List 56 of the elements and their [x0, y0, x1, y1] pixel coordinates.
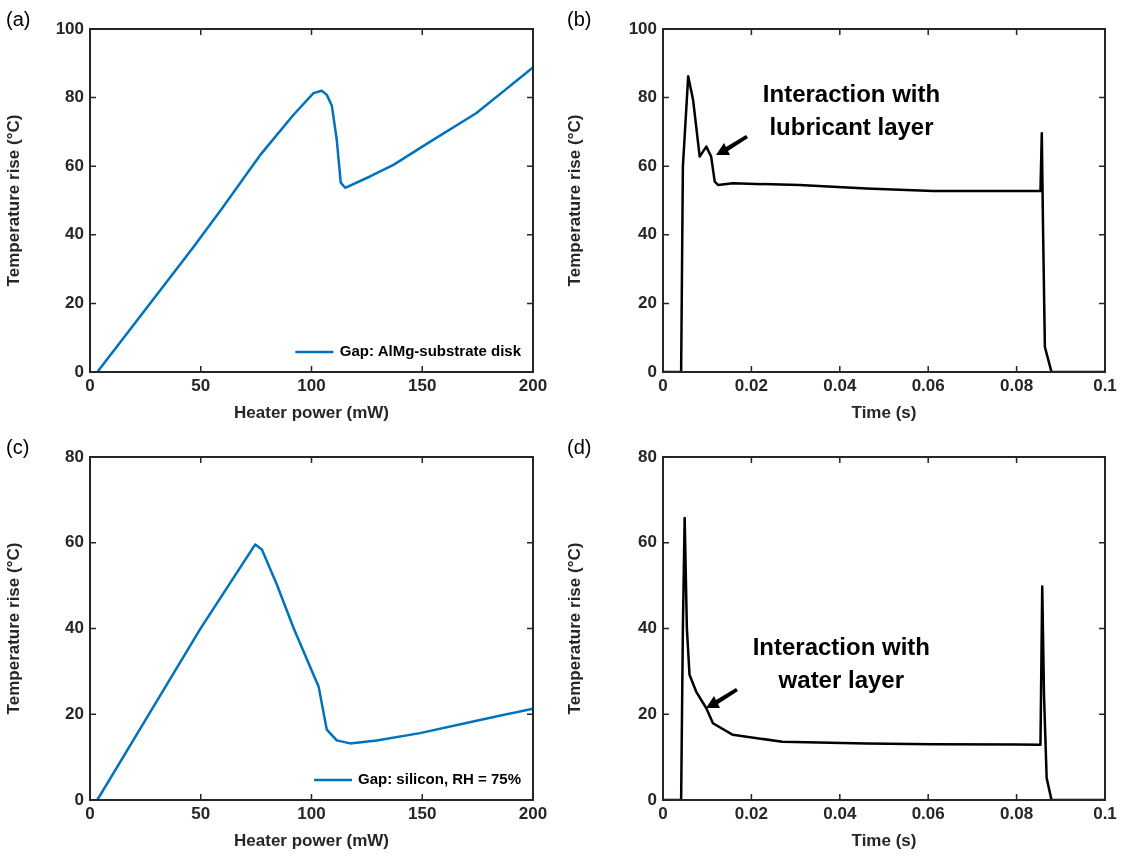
y-tick-label: 80	[638, 87, 657, 107]
y-tick-label: 20	[65, 293, 84, 313]
y-axis-title: Temperature rise (°C)	[3, 542, 23, 715]
y-tick-label: 60	[638, 155, 657, 175]
x-axis-title: Time (s)	[851, 403, 917, 423]
y-tick-label: 40	[65, 224, 84, 244]
x-tick-label: 0.1	[1093, 375, 1117, 395]
y-tick-label: 40	[65, 618, 84, 638]
x-tick-label: 0.1	[1093, 803, 1117, 823]
chart-title: (b)	[567, 7, 592, 30]
x-tick-label: 0.02	[734, 803, 768, 823]
x-tick-label: 150	[408, 803, 437, 823]
y-tick-label: 20	[638, 703, 657, 723]
x-tick-label: 150	[408, 375, 437, 395]
chart-title: (d)	[567, 435, 592, 458]
y-tick-label: 40	[638, 224, 657, 244]
chart-title: (c)	[6, 435, 30, 458]
y-axis-title: Temperature rise (°C)	[564, 114, 584, 287]
y-tick-label: 100	[628, 18, 657, 38]
x-tick-label: 200	[518, 375, 548, 395]
x-tick-label: 0.06	[911, 375, 945, 395]
y-axis-title: Temperature rise (°C)	[564, 542, 584, 715]
x-tick-label: 0.08	[1000, 803, 1034, 823]
y-tick-label: 40	[638, 618, 657, 638]
y-tick-label: 0	[647, 789, 657, 809]
y-tick-label: 0	[74, 789, 84, 809]
x-tick-label: 100	[297, 803, 326, 823]
x-tick-label: 100	[297, 375, 326, 395]
x-tick-label: 0.06	[911, 803, 945, 823]
y-tick-label: 20	[638, 293, 657, 313]
y-tick-label: 0	[74, 361, 84, 381]
y-tick-label: 20	[65, 703, 84, 723]
x-axis-title: Heater power (mW)	[234, 831, 389, 851]
x-tick-label: 0.08	[1000, 375, 1034, 395]
y-tick-label: 60	[65, 532, 84, 552]
x-tick-label: 200	[518, 803, 548, 823]
annotation: Interaction with lubricant layer	[762, 79, 941, 140]
x-axis-title: Time (s)	[851, 831, 917, 851]
legend-label: Gap: AlMg-substrate disk	[339, 342, 522, 360]
y-axis-title: Temperature rise (°C)	[3, 114, 23, 287]
x-tick-label: 50	[191, 375, 211, 395]
y-tick-label: 80	[65, 87, 84, 107]
x-tick-label: 0.04	[823, 803, 857, 823]
y-tick-label: 100	[55, 18, 84, 38]
y-tick-label: 80	[65, 446, 84, 466]
y-tick-label: 0	[647, 361, 657, 381]
x-tick-label: 0.04	[823, 375, 857, 395]
y-tick-label: 60	[638, 532, 657, 552]
x-tick-label: 0.02	[734, 375, 768, 395]
y-tick-label: 80	[638, 446, 657, 466]
annotation: Interaction with water layer	[752, 632, 930, 693]
x-axis-title: Heater power (mW)	[234, 403, 389, 423]
chart-title: (a)	[6, 7, 31, 30]
x-tick-label: 50	[191, 803, 211, 823]
y-tick-label: 60	[65, 155, 84, 175]
legend-label: Gap: silicon, RH = 75%	[358, 770, 521, 788]
